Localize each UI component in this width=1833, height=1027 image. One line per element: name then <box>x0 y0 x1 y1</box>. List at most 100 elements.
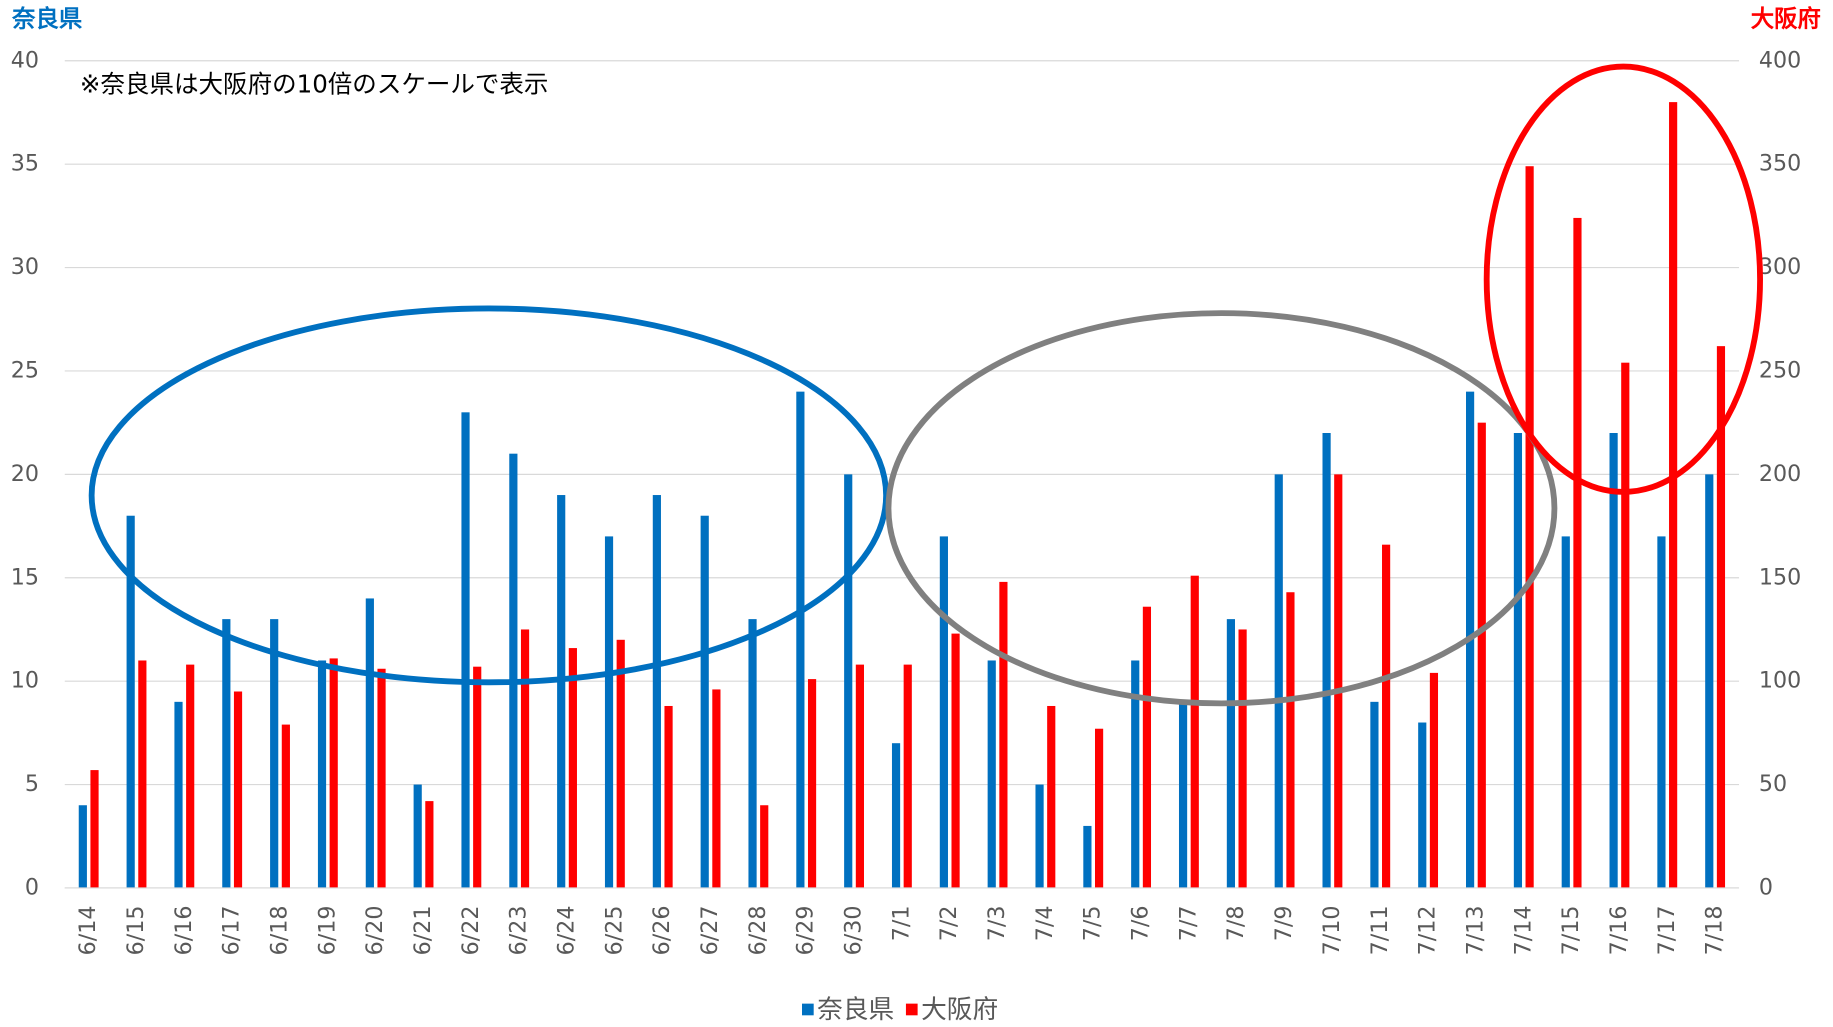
x-tick-label: 6/25 <box>601 905 627 955</box>
x-tick-label: 6/29 <box>793 905 819 955</box>
legend-label: 奈良県 <box>817 995 894 1025</box>
x-tick-label: 7/17 <box>1654 905 1680 955</box>
y2-axis-title: 大阪府 <box>1751 4 1821 32</box>
y2-tick-label: 400 <box>1759 47 1801 73</box>
bar <box>951 633 960 888</box>
y-tick-label: 0 <box>25 874 39 900</box>
x-tick-label: 6/15 <box>123 905 149 955</box>
x-tick-label: 7/1 <box>888 905 914 941</box>
bar <box>664 705 673 888</box>
bar <box>760 805 769 888</box>
y2-tick-label: 150 <box>1759 564 1801 590</box>
x-tick-label: 7/13 <box>1462 905 1488 955</box>
bar <box>1190 575 1199 888</box>
x-tick-label: 7/12 <box>1415 905 1441 955</box>
x-tick-label: 6/27 <box>697 905 723 955</box>
y2-tick-label: 0 <box>1759 874 1773 900</box>
y2-tick-label: 100 <box>1759 668 1801 694</box>
bar <box>233 691 243 888</box>
bar <box>999 581 1008 888</box>
y-tick-label: 30 <box>11 254 39 280</box>
x-tick-label: 7/15 <box>1558 905 1584 955</box>
bar <box>748 619 757 888</box>
bar <box>270 619 279 888</box>
highlight-ellipse <box>1483 63 1763 495</box>
bar <box>855 664 864 888</box>
bar <box>796 391 805 888</box>
x-tick-label: 7/18 <box>1702 905 1728 955</box>
y2-tick-label: 50 <box>1759 771 1787 797</box>
bar <box>987 660 996 888</box>
bar <box>1716 346 1726 888</box>
bar <box>844 474 853 888</box>
x-tick-label: 7/16 <box>1606 905 1632 955</box>
x-tick-label: 6/14 <box>75 905 101 955</box>
bar <box>461 412 470 888</box>
bar <box>939 536 948 888</box>
bar <box>1669 102 1678 888</box>
x-tick-label: 7/11 <box>1367 905 1393 955</box>
bar <box>557 495 566 888</box>
y-tick-label: 40 <box>11 47 39 73</box>
bar <box>222 619 231 888</box>
bar <box>1238 629 1247 888</box>
bar <box>1178 701 1188 888</box>
x-tick-label: 6/16 <box>171 905 197 955</box>
x-tick-label: 7/2 <box>936 905 962 941</box>
bar <box>1035 784 1044 888</box>
bar <box>509 453 518 888</box>
bar <box>138 660 147 888</box>
x-tick-label: 7/14 <box>1510 905 1536 955</box>
bar <box>903 664 912 888</box>
bar <box>1226 619 1235 888</box>
x-tick-label: 6/18 <box>267 905 293 955</box>
y2-tick-label: 250 <box>1759 357 1801 383</box>
bar <box>1382 544 1391 888</box>
bar <box>1334 474 1343 888</box>
bar <box>1621 362 1630 888</box>
bar <box>317 660 327 888</box>
bar <box>1705 474 1714 888</box>
x-tick-label: 6/19 <box>314 905 340 955</box>
x-tick-label: 6/28 <box>745 905 771 955</box>
y-tick-label: 35 <box>11 151 39 177</box>
bar <box>1573 217 1582 888</box>
y2-tick-label: 200 <box>1759 461 1801 487</box>
bar <box>652 495 661 888</box>
bar <box>1047 705 1056 888</box>
y-tick-label: 5 <box>25 771 39 797</box>
bar <box>377 668 386 888</box>
x-tick-label: 7/8 <box>1223 905 1249 941</box>
x-tick-label: 6/20 <box>362 905 388 955</box>
bar <box>90 770 99 888</box>
x-tick-label: 7/9 <box>1271 905 1297 941</box>
bar <box>1370 701 1379 888</box>
y-tick-label: 25 <box>11 357 39 383</box>
legend-swatch <box>801 1003 814 1016</box>
y-axis-title: 奈良県 <box>11 4 83 32</box>
bar <box>1131 660 1140 888</box>
x-tick-label: 6/26 <box>649 905 675 955</box>
bar <box>712 689 721 888</box>
bar <box>1657 536 1666 888</box>
x-tick-label: 7/7 <box>1175 905 1201 941</box>
x-tick-label: 6/21 <box>410 905 436 955</box>
bar <box>604 536 614 888</box>
bar <box>281 724 290 888</box>
bar <box>1094 728 1104 888</box>
bar <box>126 515 135 888</box>
bar <box>1418 722 1427 888</box>
bar <box>413 784 422 888</box>
bar <box>1286 592 1295 888</box>
bar <box>1477 422 1486 888</box>
annotation: ※奈良県は大阪府の10倍のスケールで表示 <box>80 69 549 98</box>
bar <box>700 515 709 888</box>
x-tick-label: 7/5 <box>1080 905 1106 941</box>
bar <box>891 743 901 888</box>
bar <box>1274 474 1283 888</box>
bar <box>174 701 183 888</box>
bar <box>473 666 482 888</box>
y-tick-label: 20 <box>11 461 39 487</box>
legend-swatch <box>905 1003 918 1016</box>
